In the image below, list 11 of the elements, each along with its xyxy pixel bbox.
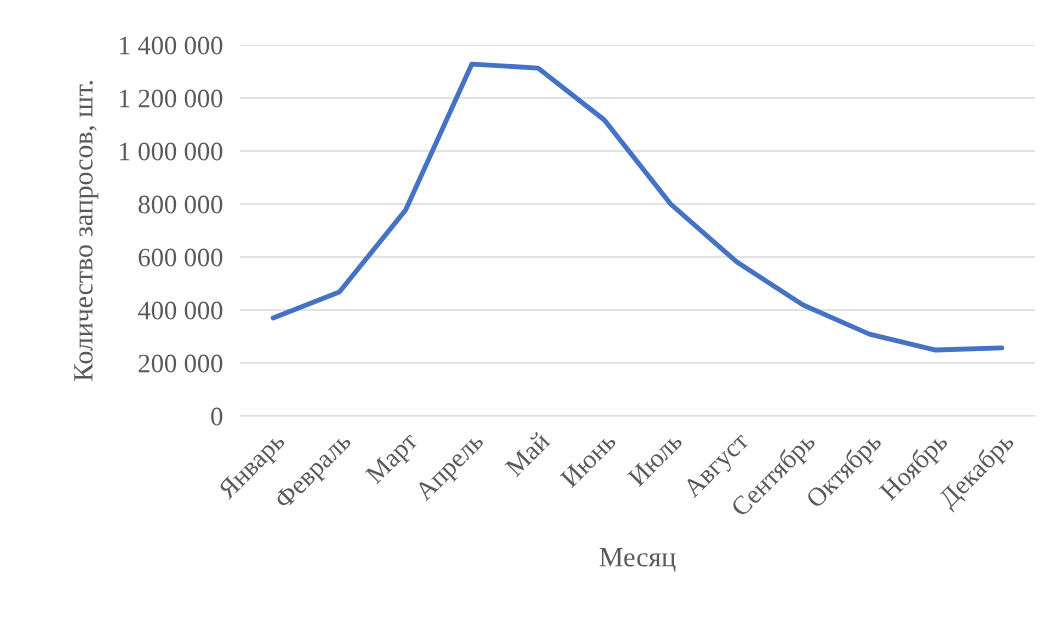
y-tick-label: 400 000 <box>138 301 223 320</box>
y-tick-label: 1 400 000 <box>120 36 223 55</box>
y-axis-title: Количество запросов, шт. <box>74 81 99 381</box>
y-tick-label: 0 <box>211 407 223 426</box>
y-tick-label: 1 200 000 <box>120 89 223 108</box>
y-tick-label: 800 000 <box>138 195 223 214</box>
x-axis-title: Месяц <box>599 548 676 572</box>
line-series <box>270 61 1005 353</box>
y-tick-label: 200 000 <box>138 354 223 373</box>
y-tick-label: 1 000 000 <box>120 142 223 161</box>
y-tick-label: 600 000 <box>138 248 223 267</box>
